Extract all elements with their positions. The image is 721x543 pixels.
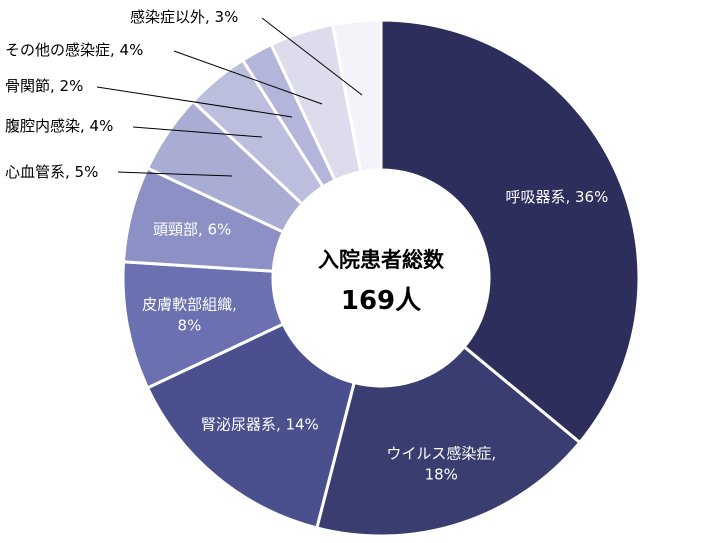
slice-label-腹腔内感染: 腹腔内感染, 4% — [5, 117, 113, 135]
center-title: 入院患者総数 — [318, 248, 445, 272]
leader-line-腹腔内感染 — [132, 126, 263, 138]
donut-hole — [274, 171, 488, 385]
slice-呼吸器系 — [379, 18, 641, 445]
slice-labels: 呼吸器系, 36% ウイルス感染症, 18% 腎泌尿器系, 14% 皮膚軟部組織, 8% 頭… — [5, 8, 608, 483]
slice-label-心血管系: 心血管系, 5% — [5, 163, 98, 181]
slice-label-その他の感染症: その他の感染症, 4% — [5, 41, 143, 59]
slice-label-腎泌尿器系: 腎泌尿器系, 14% — [201, 415, 319, 433]
leader-lines — [96, 17, 363, 177]
center-total: 169人 — [341, 286, 421, 316]
leader-line-その他の感染症 — [173, 50, 323, 105]
slice-label-感染症以外: 感染症以外, 3% — [130, 8, 238, 26]
leader-line-心血管系 — [117, 171, 233, 177]
slice-label-呼吸器系: 呼吸器系, 36% — [505, 188, 608, 206]
leader-line-感染症以外 — [261, 17, 363, 96]
slice-感染症以外 — [330, 18, 383, 174]
slice-label-頭頸部: 頭頸部, 6% — [153, 221, 231, 239]
slice-ウイルス感染症 — [315, 344, 582, 538]
slice-腎泌尿器系 — [145, 321, 356, 530]
slice-label-ウイルス感染症: ウイルス感染症, 18% — [386, 444, 496, 483]
slice-label-皮膚軟部組織: 皮膚軟部組織, 8% — [142, 296, 237, 335]
donut-slices — [121, 18, 641, 538]
leader-line-骨関節 — [96, 86, 293, 118]
slice-label-骨関節: 骨関節, 2% — [5, 77, 83, 95]
